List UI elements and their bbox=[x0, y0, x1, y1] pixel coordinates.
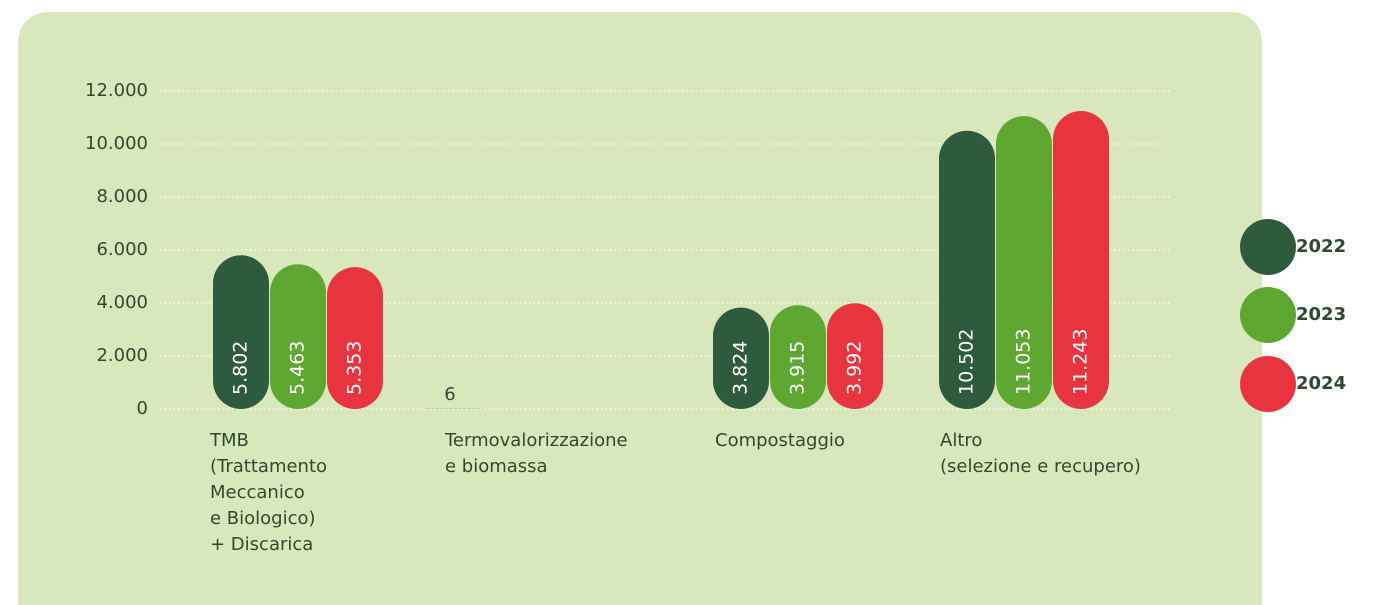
y-tick-label: 4.000 bbox=[96, 292, 148, 313]
legend-label: 2023 bbox=[1296, 304, 1346, 325]
data-label: 3.824 bbox=[730, 341, 752, 395]
y-tick-label: 12.000 bbox=[85, 80, 148, 101]
data-label: 5.463 bbox=[287, 341, 309, 395]
bar bbox=[327, 267, 383, 409]
y-tick-label: 2.000 bbox=[96, 345, 148, 366]
bar bbox=[270, 264, 326, 409]
data-label: 6 bbox=[444, 384, 455, 405]
y-tick-label: 6.000 bbox=[96, 239, 148, 260]
x-tick-label: TMB (Trattamento Meccanico e Biologico) … bbox=[210, 430, 328, 555]
y-tick-label: 8.000 bbox=[96, 186, 148, 207]
data-label: 3.992 bbox=[844, 341, 866, 395]
bar bbox=[213, 255, 269, 409]
y-tick-label: 0 bbox=[137, 398, 148, 419]
legend-swatch bbox=[1240, 287, 1296, 343]
bar bbox=[939, 130, 995, 409]
bar bbox=[827, 303, 883, 409]
bar bbox=[770, 305, 826, 409]
y-tick-label: 10.000 bbox=[85, 133, 148, 154]
data-label: 3.915 bbox=[787, 341, 809, 395]
legend-swatch bbox=[1240, 219, 1296, 275]
bar bbox=[1053, 111, 1109, 410]
legend-label: 2022 bbox=[1296, 236, 1346, 257]
data-label: 10.502 bbox=[956, 329, 978, 395]
data-label: 11.243 bbox=[1070, 329, 1092, 395]
data-label: 11.053 bbox=[1013, 329, 1035, 395]
bar bbox=[996, 116, 1052, 410]
x-tick-label: Termovalorizzazione e biomassa bbox=[445, 430, 628, 477]
legend-label: 2024 bbox=[1296, 373, 1346, 394]
data-label: 5.353 bbox=[344, 341, 366, 395]
x-tick-label: Compostaggio bbox=[715, 430, 845, 451]
data-label: 5.802 bbox=[230, 341, 252, 395]
bar bbox=[713, 307, 769, 409]
legend-swatch bbox=[1240, 356, 1296, 412]
x-tick-label: Altro (selezione e recupero) bbox=[940, 430, 1141, 477]
